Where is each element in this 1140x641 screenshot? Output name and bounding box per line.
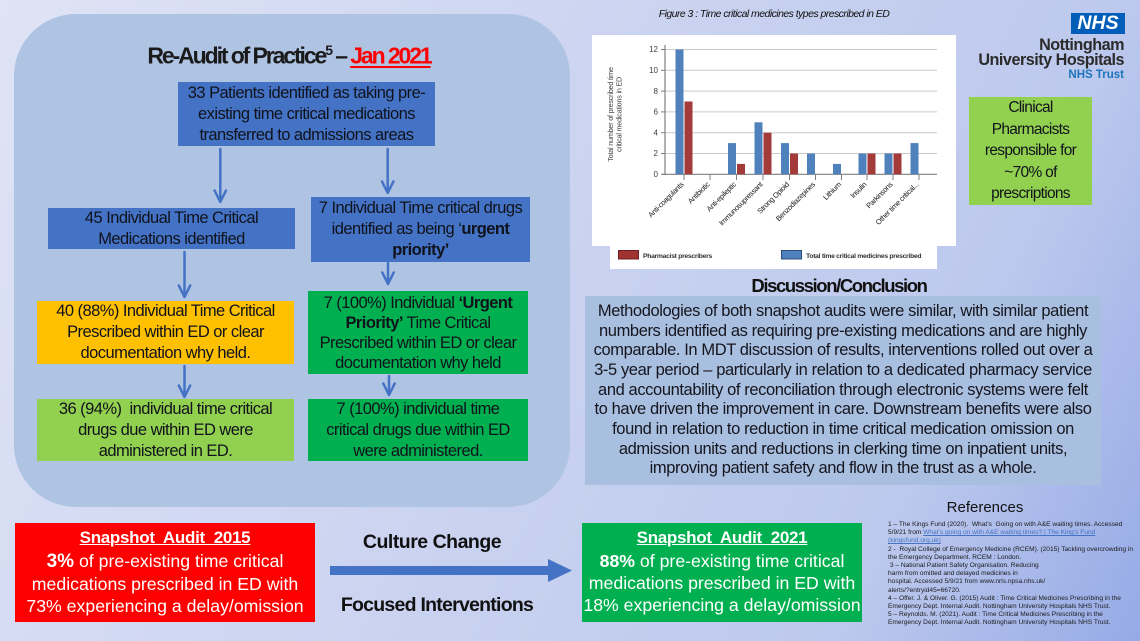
svg-text:Insulin: Insulin: [848, 180, 868, 200]
svg-text:0: 0: [654, 170, 659, 179]
svg-text:Lithium: Lithium: [821, 180, 843, 202]
svg-text:2: 2: [654, 149, 659, 158]
svg-text:Antibiotic: Antibiotic: [686, 180, 712, 206]
svg-text:Total time critical medicines: Total time critical medicines prescribed: [806, 253, 921, 260]
svg-text:Total number of prescribed tim: Total number of prescribed time: [606, 67, 615, 162]
svg-text:10: 10: [649, 66, 658, 75]
svg-text:Anti-coagulants: Anti-coagulants: [646, 180, 686, 220]
svg-text:12: 12: [649, 45, 658, 54]
svg-text:4: 4: [654, 128, 659, 137]
svg-text:critical medications in ED: critical medications in ED: [615, 77, 624, 152]
svg-text:6: 6: [654, 108, 659, 117]
svg-text:Pharmacist prescribers: Pharmacist prescribers: [643, 253, 712, 260]
svg-text:8: 8: [654, 87, 659, 96]
